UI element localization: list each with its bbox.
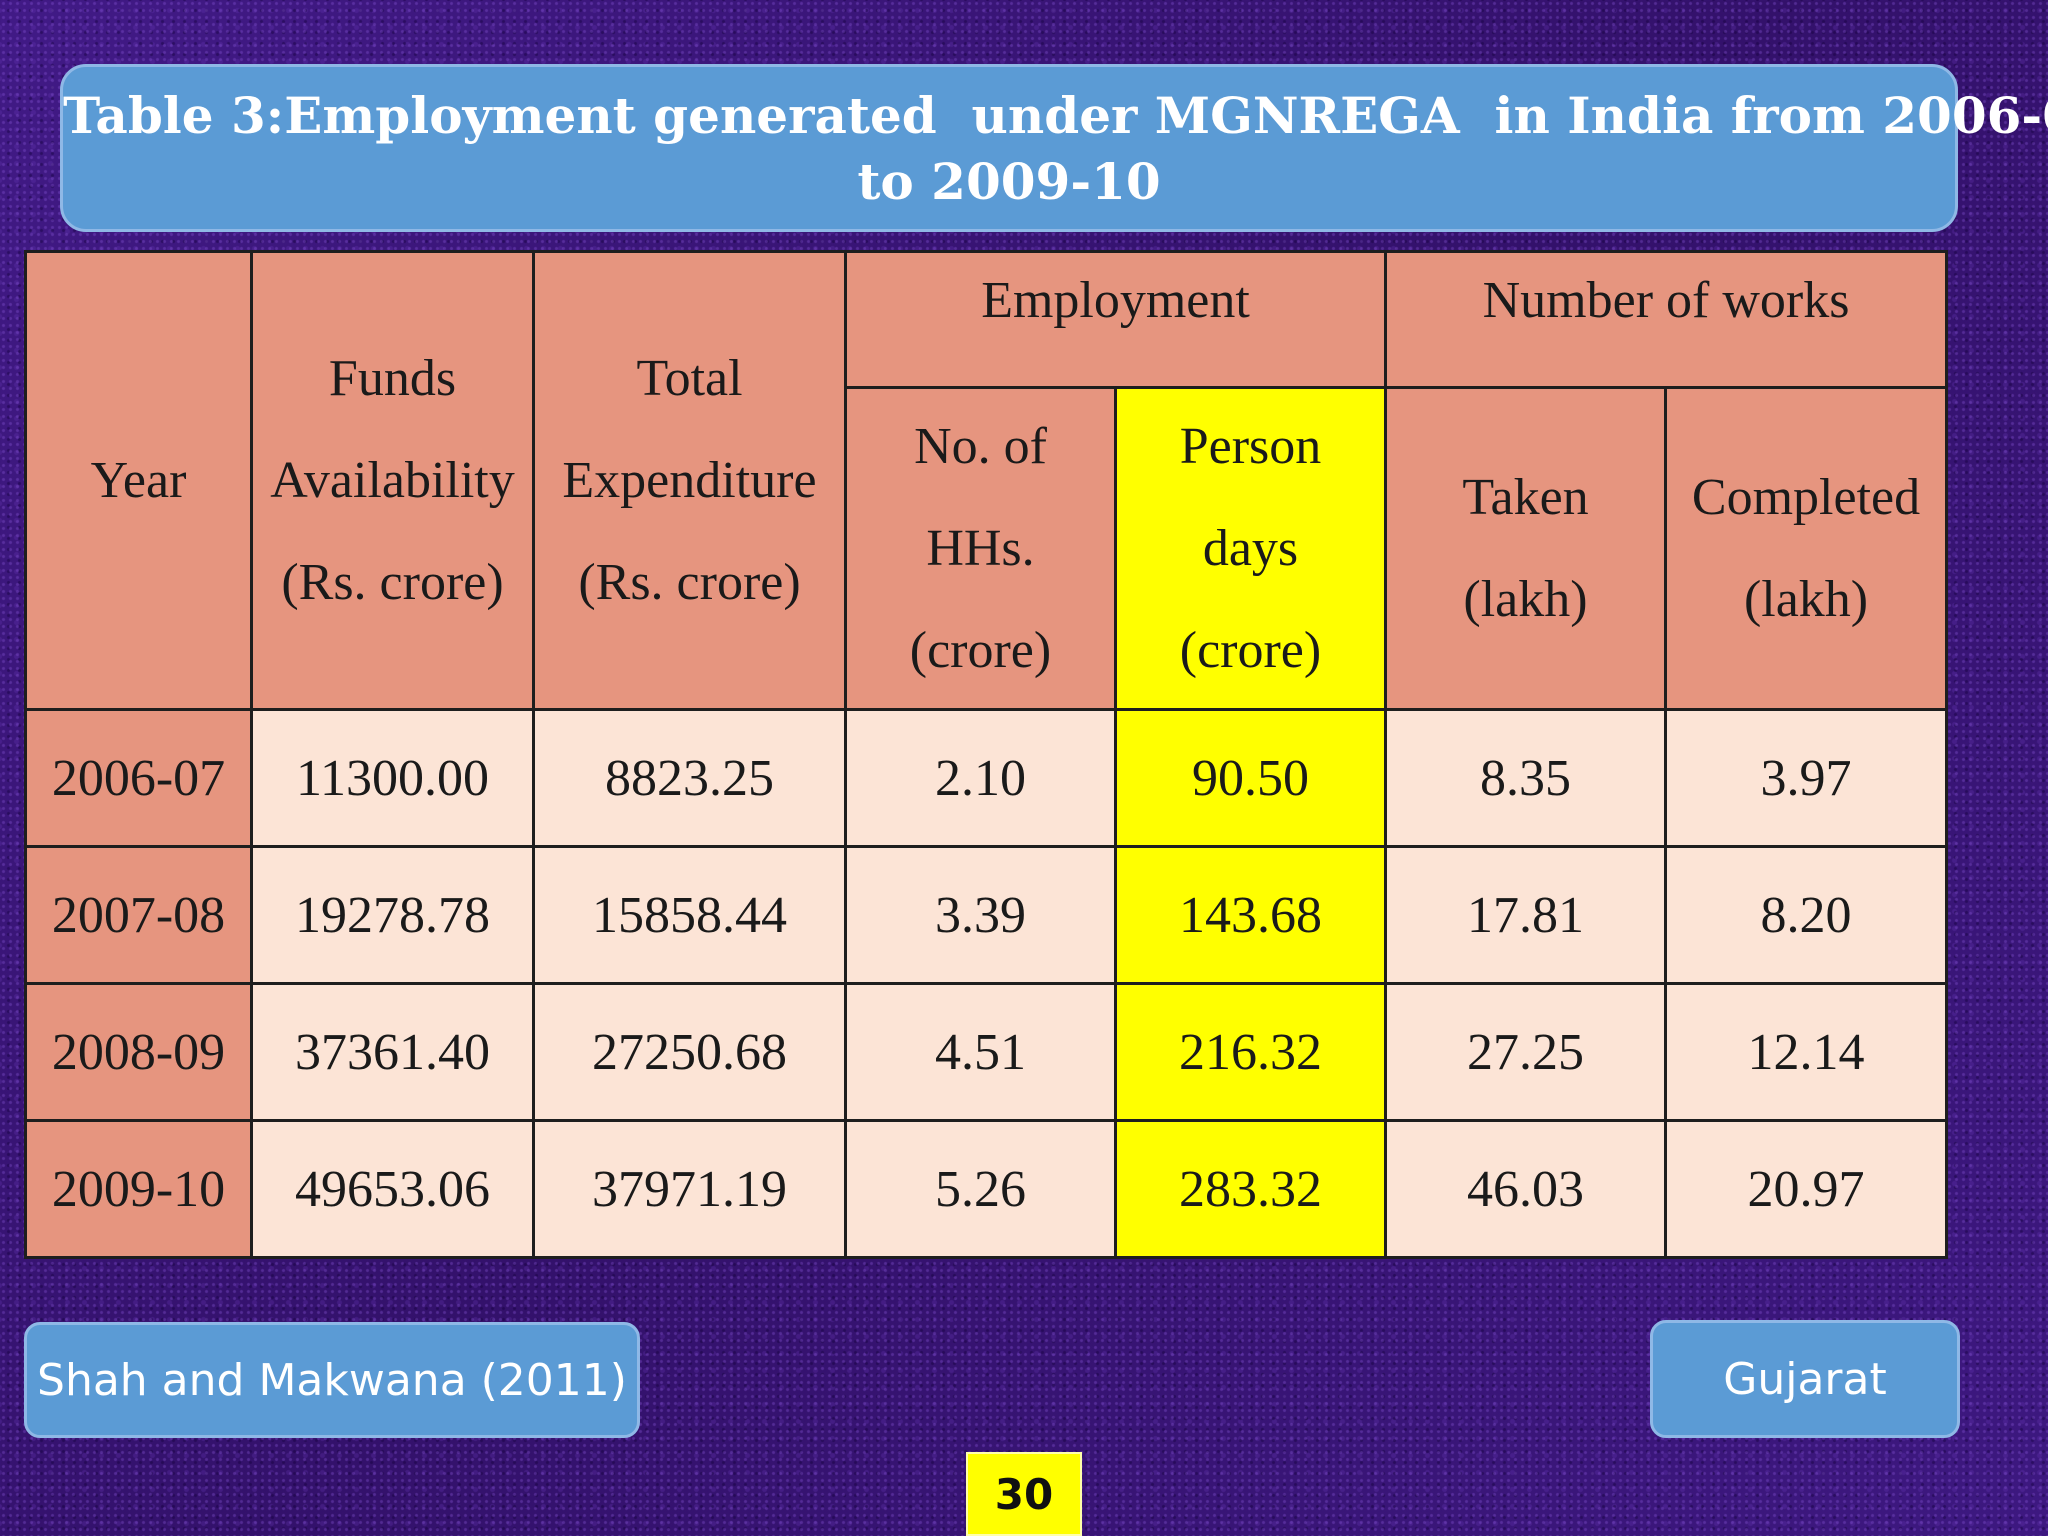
header-completed-line-2: (lakh) [1743, 570, 1869, 628]
header-hhs-line-1: No. of [914, 417, 1047, 475]
header-employment-label: Employment [981, 272, 1250, 329]
cell-year: 2009-10 [24, 1119, 253, 1259]
header-funds-line-2: Availability [270, 451, 515, 509]
cell-person-days: 283.32 [1113, 1119, 1388, 1259]
header-person-days: Person days (crore) [1113, 386, 1388, 711]
cell-expenditure: 37971.19 [532, 1119, 847, 1259]
cell-funds: 19278.78 [250, 845, 535, 985]
header-taken-line-1: Taken [1462, 468, 1589, 526]
cell-expenditure: 27250.68 [532, 982, 847, 1122]
cell-hhs: 2.10 [844, 708, 1117, 848]
slide-title: Table 3:Employment generated under MGNRE… [60, 64, 2048, 232]
header-completed-line-1: Completed [1691, 468, 1921, 526]
header-expenditure-line-2: Expenditure [562, 451, 817, 509]
header-works-label: Number of works [1482, 272, 1850, 329]
cell-taken: 46.03 [1384, 1119, 1668, 1259]
table-row: 2008-09 37361.40 27250.68 4.51 216.32 27… [24, 982, 1949, 1122]
slide-title-line-2: to 2009-10 [857, 152, 1161, 211]
cell-taken: 27.25 [1384, 982, 1668, 1122]
header-employment: Employment [843, 250, 1388, 389]
source-citation: Shah and Makwana (2011) [37, 1354, 627, 1406]
cell-expenditure: 8823.25 [532, 708, 847, 848]
page-number-box: 30 [966, 1452, 1082, 1536]
cell-person-days: 90.50 [1113, 708, 1388, 848]
cell-completed: 3.97 [1664, 708, 1949, 848]
cell-funds: 49653.06 [250, 1119, 535, 1259]
cell-hhs: 4.51 [844, 982, 1117, 1122]
cell-year: 2007-08 [24, 845, 253, 985]
table-row: 2009-10 49653.06 37971.19 5.26 283.32 46… [24, 1119, 1949, 1259]
cell-funds: 37361.40 [250, 982, 535, 1122]
header-expenditure-line-1: Total [636, 349, 743, 407]
cell-expenditure: 15858.44 [532, 845, 847, 985]
header-year-label: Year [90, 452, 187, 509]
slide-title-line-1: Table 3:Employment generated under MGNRE… [63, 86, 2048, 145]
header-works: Number of works [1384, 250, 1949, 389]
cell-completed: 8.20 [1664, 845, 1949, 985]
source-citation-box: Shah and Makwana (2011) [24, 1322, 640, 1438]
cell-taken: 17.81 [1384, 845, 1668, 985]
cell-funds: 11300.00 [250, 708, 535, 848]
table-row: 2007-08 19278.78 15858.44 3.39 143.68 17… [24, 845, 1949, 985]
cell-person-days: 143.68 [1113, 845, 1388, 985]
header-funds-line-3: (Rs. crore) [281, 553, 504, 611]
header-hhs-line-2: HHs. [926, 519, 1035, 577]
header-funds: Funds Availability (Rs. crore) [250, 250, 535, 711]
header-taken: Taken (lakh) [1384, 386, 1668, 711]
header-taken-line-2: (lakh) [1463, 570, 1588, 628]
header-hhs: No. of HHs. (crore) [844, 386, 1117, 711]
header-hhs-line-3: (crore) [909, 621, 1052, 679]
cell-completed: 20.97 [1664, 1119, 1949, 1259]
cell-year: 2006-07 [24, 708, 253, 848]
header-completed: Completed (lakh) [1664, 386, 1949, 711]
page-number: 30 [994, 1469, 1054, 1519]
cell-hhs: 3.39 [844, 845, 1117, 985]
cell-person-days: 216.32 [1113, 982, 1388, 1122]
header-person-days-line-2: days [1202, 519, 1299, 577]
cell-year: 2008-09 [24, 982, 253, 1122]
header-funds-line-1: Funds [328, 349, 457, 407]
table-row: 2006-07 11300.00 8823.25 2.10 90.50 8.35… [24, 708, 1949, 848]
state-label-box: Gujarat [1650, 1320, 1960, 1438]
state-label: Gujarat [1723, 1353, 1887, 1405]
header-expenditure: Total Expenditure (Rs. crore) [532, 250, 847, 711]
cell-completed: 12.14 [1664, 982, 1949, 1122]
header-year: Year [24, 250, 253, 711]
header-person-days-line-1: Person [1179, 417, 1322, 475]
employment-table: Year Funds Availability (Rs. crore) Tota… [24, 250, 1949, 1259]
header-person-days-line-3: (crore) [1179, 621, 1322, 679]
cell-taken: 8.35 [1384, 708, 1668, 848]
header-expenditure-line-3: (Rs. crore) [578, 553, 801, 611]
cell-hhs: 5.26 [844, 1119, 1117, 1259]
